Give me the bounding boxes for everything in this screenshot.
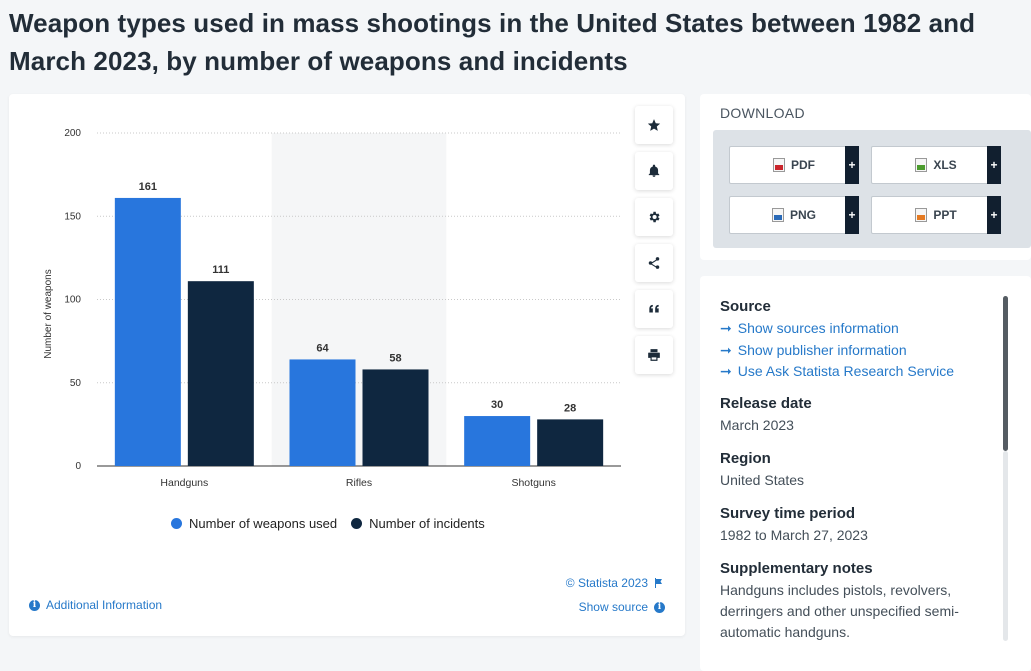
y-tick-label: 150 xyxy=(64,211,81,222)
download-ppt-button[interactable]: PPT + xyxy=(871,196,1001,234)
bell-icon[interactable] xyxy=(635,152,673,190)
y-tick-label: 50 xyxy=(70,378,82,389)
show-sources-link[interactable]: ➞ Show sources information xyxy=(720,318,990,340)
bar-handguns-0[interactable] xyxy=(114,197,181,466)
release-date-heading: Release date xyxy=(720,394,812,412)
link-label: Show sources information xyxy=(737,320,899,336)
quote-icon[interactable] xyxy=(635,290,673,328)
info-card: Source ➞ Show sources information ➞ Show… xyxy=(700,276,1031,671)
bar-rifles-0[interactable] xyxy=(289,359,356,466)
source-heading: Source xyxy=(720,298,771,315)
show-publisher-link[interactable]: ➞ Show publisher information xyxy=(720,340,990,362)
plus-icon[interactable]: + xyxy=(987,146,1001,184)
download-pdf-label: PDF xyxy=(791,158,815,172)
survey-period-heading: Survey time period xyxy=(720,504,856,522)
show-source-label: Show source xyxy=(578,600,648,614)
y-tick-label: 200 xyxy=(64,128,81,139)
flag-icon xyxy=(655,578,662,588)
arrow-right-icon: ➞ xyxy=(720,320,732,336)
download-png-button[interactable]: PNG + xyxy=(729,196,859,234)
info-icon: i xyxy=(29,599,40,611)
print-icon[interactable] xyxy=(635,336,673,374)
release-date-value: March 2023 xyxy=(720,416,794,433)
download-xls-label: XLS xyxy=(933,158,957,172)
legend-swatch xyxy=(171,518,182,529)
data-label: 161 xyxy=(139,181,157,193)
region-heading: Region xyxy=(720,449,771,467)
download-buttons: PDF + XLS + PNG + PPT + xyxy=(713,130,1031,248)
download-ppt-label: PPT xyxy=(933,208,957,222)
legend-item-incidents[interactable]: Number of incidents xyxy=(351,516,485,531)
star-icon[interactable] xyxy=(635,106,673,144)
chart-card: 0 50 100 150 200 161 111 Handguns 64 58 Rifles 30 2… xyxy=(9,94,685,636)
ask-statista-link[interactable]: ➞ Use Ask Statista Research Service xyxy=(720,361,990,383)
download-card: DOWNLOAD PDF + XLS + PNG + PPT + xyxy=(700,94,1031,260)
y-tick-label: 100 xyxy=(64,295,81,306)
x-tick-label: Shotguns xyxy=(511,477,555,489)
y-tick-label: 0 xyxy=(75,461,81,472)
chart-toolbar xyxy=(635,106,673,382)
plus-icon[interactable]: + xyxy=(845,146,859,184)
png-icon xyxy=(771,208,784,222)
credit-text: © Statista 2023 xyxy=(565,576,648,590)
chart-legend: Number of weapons used Number of inciden… xyxy=(171,516,485,531)
data-label: 30 xyxy=(491,399,503,411)
legend-label: Number of incidents xyxy=(369,516,485,531)
info-content: Source ➞ Show sources information ➞ Show… xyxy=(720,298,990,657)
y-axis-label: Number of weapons xyxy=(43,269,54,359)
region-value: United States xyxy=(720,471,805,488)
x-tick-label: Handguns xyxy=(160,477,208,489)
scrollbar-track[interactable] xyxy=(1003,451,1008,641)
bar-shotguns-0[interactable] xyxy=(464,416,531,466)
download-title: DOWNLOAD xyxy=(720,105,805,121)
supplementary-notes-heading: Supplementary notes xyxy=(720,559,873,577)
link-label: Show publisher information xyxy=(737,341,907,358)
pdf-icon xyxy=(773,158,785,172)
additional-information-label: Additional Information xyxy=(46,598,163,612)
bar-handguns-1[interactable] xyxy=(187,281,254,466)
link-label: Use Ask Statista Research Service xyxy=(737,363,955,379)
ppt-icon xyxy=(915,208,928,222)
plus-icon[interactable]: + xyxy=(845,196,859,234)
download-xls-button[interactable]: XLS + xyxy=(871,146,1001,184)
x-tick-label: Rifles xyxy=(346,477,372,489)
page-title: Weapon types used in mass shootings in t… xyxy=(9,8,976,76)
statista-credit[interactable]: © Statista 2023 xyxy=(566,576,663,590)
download-png-label: PNG xyxy=(789,208,816,222)
data-label: 64 xyxy=(316,342,329,354)
supplementary-notes-value: Handguns includes pistols, revolvers, de… xyxy=(720,581,959,640)
plus-icon[interactable]: + xyxy=(987,196,1001,234)
legend-swatch xyxy=(351,518,363,529)
bar-shotguns-1[interactable] xyxy=(537,419,604,466)
legend-label: Number of weapons used xyxy=(189,516,338,531)
arrow-right-icon: ➞ xyxy=(720,341,732,358)
scrollbar-thumb[interactable] xyxy=(1003,296,1008,451)
share-icon[interactable] xyxy=(635,244,673,282)
arrow-right-icon: ➞ xyxy=(720,363,732,379)
download-pdf-button[interactable]: PDF + xyxy=(729,146,859,184)
show-source-link[interactable]: Show source i xyxy=(579,600,665,614)
survey-period-value: 1982 to March 27, 2023 xyxy=(720,526,868,543)
xls-icon xyxy=(915,158,928,172)
legend-item-weapons[interactable]: Number of weapons used xyxy=(171,516,337,531)
data-label: 111 xyxy=(212,264,229,276)
data-label: 58 xyxy=(389,352,401,364)
data-label: 28 xyxy=(564,402,576,414)
bar-rifles-1[interactable] xyxy=(362,369,429,466)
bar-chart: 0 50 100 150 200 161 111 Handguns 64 58 Rifles 30 2… xyxy=(43,128,621,489)
info-icon: i xyxy=(654,601,665,613)
gear-icon[interactable] xyxy=(635,198,673,236)
additional-information-link[interactable]: i Additional Information xyxy=(29,598,162,612)
